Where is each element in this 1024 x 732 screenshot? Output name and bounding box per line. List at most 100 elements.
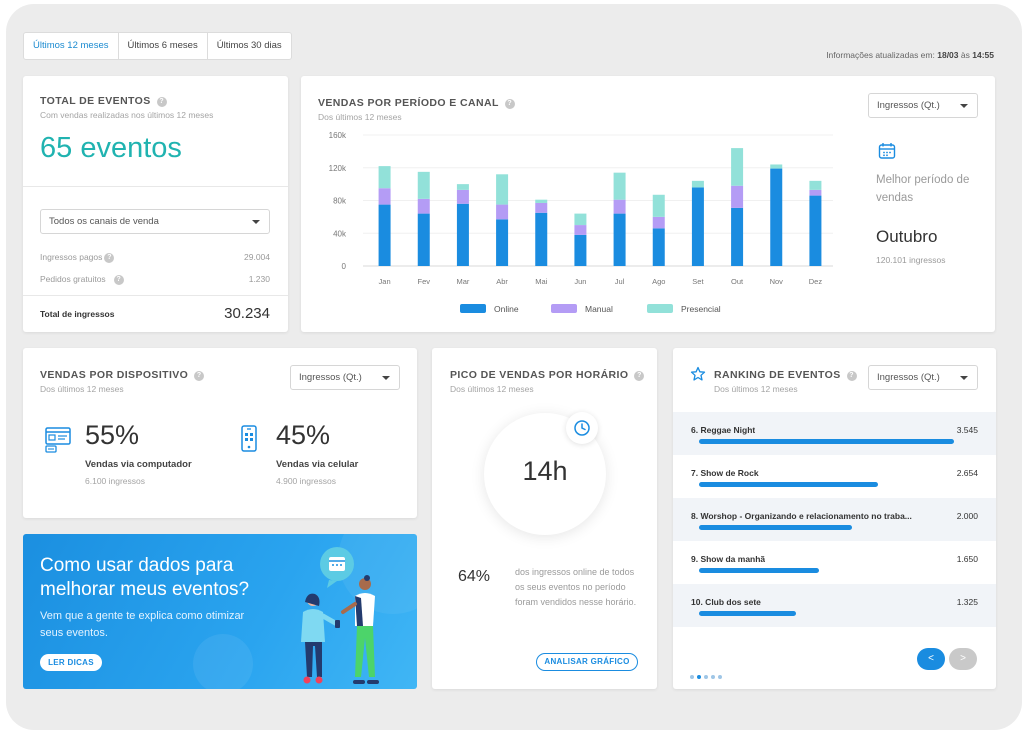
x-tick-label: Jul [615, 277, 625, 286]
bar-manual-jul[interactable] [613, 199, 626, 214]
bar-online-jan[interactable] [378, 204, 391, 266]
sales-chart-title: VENDAS POR PERÍODO E CANAL? [318, 97, 515, 109]
bar-online-mar[interactable] [456, 203, 469, 266]
next-page-button[interactable]: > [949, 648, 977, 670]
ranking-row[interactable]: 9. Show da manhã 1.650 [673, 541, 996, 584]
help-icon[interactable]: ? [634, 371, 645, 381]
bar-presencial-fev[interactable] [417, 171, 430, 199]
event-name: 8. Worshop - Organizando e relacionament… [691, 511, 912, 521]
event-name: 6. Reggae Night [691, 425, 756, 435]
help-icon[interactable]: ? [113, 275, 124, 285]
bar-online-ago[interactable] [652, 228, 665, 266]
bar-manual-mai[interactable] [535, 202, 548, 213]
bar-manual-mar[interactable] [456, 189, 469, 204]
event-value: 2.654 [956, 468, 978, 478]
help-icon[interactable]: ? [194, 371, 205, 381]
bar-online-jun[interactable] [574, 234, 587, 266]
bar-presencial-abr[interactable] [496, 174, 509, 205]
event-value: 1.325 [956, 597, 978, 607]
event-name: 10. Club dos sete [691, 597, 761, 607]
bar-manual-dez[interactable] [809, 189, 822, 196]
tab-6-months[interactable]: Últimos 6 meses [119, 33, 208, 59]
help-icon[interactable]: ? [504, 99, 515, 109]
bar-online-abr[interactable] [496, 219, 509, 266]
bar-presencial-jul[interactable] [613, 172, 626, 200]
chevron-down-icon [382, 376, 390, 380]
bar-manual-out[interactable] [731, 185, 744, 208]
bar-manual-jun[interactable] [574, 225, 587, 235]
x-tick-label: Mar [456, 277, 469, 286]
chart-svg: 0 40k 80k 120k 160k Jan Fev Mar Abr Mai Jun Jul Ago S… [329, 131, 833, 286]
bar-online-set[interactable] [691, 187, 704, 266]
mobile-tickets: 4.900 ingressos [276, 476, 337, 486]
ranking-subtitle: Dos últimos 12 meses [714, 384, 798, 394]
peak-hour-value: 14h [522, 456, 568, 486]
page-dot[interactable] [704, 675, 708, 679]
bar-online-fev[interactable] [417, 213, 430, 266]
bar-presencial-ago[interactable] [652, 194, 665, 217]
legend-presencial: Presencial [647, 304, 721, 314]
paid-tickets-value: 29.004 [244, 252, 270, 262]
page-dot[interactable] [690, 675, 694, 679]
y-tick-label: 80k [333, 197, 347, 206]
decorative-circle [193, 634, 253, 689]
total-events-value: 65 eventos [40, 132, 182, 164]
x-tick-label: Jun [574, 277, 586, 286]
paid-tickets-label: Ingressos pagos? [40, 252, 115, 263]
event-bar [699, 568, 819, 573]
computer-tickets: 6.100 ingressos [85, 476, 146, 486]
chevron-down-icon [960, 376, 968, 380]
bar-presencial-nov[interactable] [770, 164, 783, 169]
legend-manual: Manual [551, 304, 613, 314]
x-tick-label: Set [692, 277, 704, 286]
tips-banner: Como usar dados para melhorar meus event… [23, 534, 417, 689]
bar-online-out[interactable] [731, 207, 744, 266]
total-events-title: TOTAL DE EVENTOS? [40, 95, 167, 107]
tab-30-days[interactable]: Últimos 30 dias [216, 40, 282, 51]
help-icon[interactable]: ? [104, 253, 115, 263]
ranking-row[interactable]: 7. Show de Rock 2.654 [673, 455, 996, 498]
event-value: 1.650 [956, 554, 978, 564]
tab-12-months[interactable]: Últimos 12 meses [24, 33, 119, 59]
sales-channel-select[interactable]: Todos os canais de venda [40, 209, 270, 234]
ranking-row[interactable]: 10. Club dos sete 1.325 [673, 584, 996, 627]
bar-manual-abr[interactable] [496, 204, 509, 220]
prev-page-button[interactable]: < [917, 648, 945, 670]
bar-presencial-mar[interactable] [456, 184, 469, 190]
help-icon[interactable]: ? [156, 97, 167, 107]
ranking-row[interactable]: 8. Worshop - Organizando e relacionament… [673, 498, 996, 541]
x-tick-label: Nov [770, 277, 784, 286]
sales-metric-select[interactable]: Ingressos (Qt.) [868, 93, 978, 118]
mobile-icon [241, 425, 257, 452]
page-dot-active[interactable] [697, 675, 701, 679]
ranking-metric-select[interactable]: Ingressos (Qt.) [868, 365, 978, 390]
bar-online-dez[interactable] [809, 195, 822, 266]
period-tabs: Últimos 12 meses Últimos 6 meses Últimos… [23, 32, 292, 60]
ranking-row[interactable]: 6. Reggae Night 3.545 [673, 412, 996, 455]
bar-online-nov[interactable] [770, 168, 783, 266]
bar-presencial-jan[interactable] [378, 166, 391, 189]
bar-presencial-set[interactable] [691, 180, 704, 188]
total-tickets-value: 30.234 [224, 305, 270, 322]
help-icon[interactable]: ? [846, 371, 857, 381]
x-tick-label: Abr [496, 277, 508, 286]
bar-presencial-out[interactable] [731, 148, 744, 186]
divider [23, 295, 288, 296]
read-tips-button[interactable]: LER DICAS [40, 654, 102, 671]
page-dot[interactable] [711, 675, 715, 679]
device-metric-select[interactable]: Ingressos (Qt.) [290, 365, 400, 390]
bar-presencial-mai[interactable] [535, 199, 548, 203]
peak-hour-card: PICO DE VENDAS POR HORÁRIO? Dos últimos … [432, 348, 657, 689]
bar-manual-ago[interactable] [652, 216, 665, 229]
bar-manual-fev[interactable] [417, 198, 430, 214]
bar-presencial-jun[interactable] [574, 213, 587, 226]
bar-online-mai[interactable] [535, 212, 548, 266]
bar-manual-jan[interactable] [378, 188, 391, 205]
analyze-chart-button[interactable]: ANALISAR GRÁFICO [536, 653, 638, 671]
total-events-subtitle: Com vendas realizadas nos últimos 12 mes… [40, 110, 214, 120]
bar-presencial-dez[interactable] [809, 180, 822, 190]
bar-online-jul[interactable] [613, 213, 626, 266]
page-dot[interactable] [718, 675, 722, 679]
stacked-bar-chart: 0 40k 80k 120k 160k Jan Fev Mar Abr Mai Jun Jul Ago S… [301, 76, 861, 332]
free-orders-label: Pedidos gratuitos? [40, 274, 124, 285]
